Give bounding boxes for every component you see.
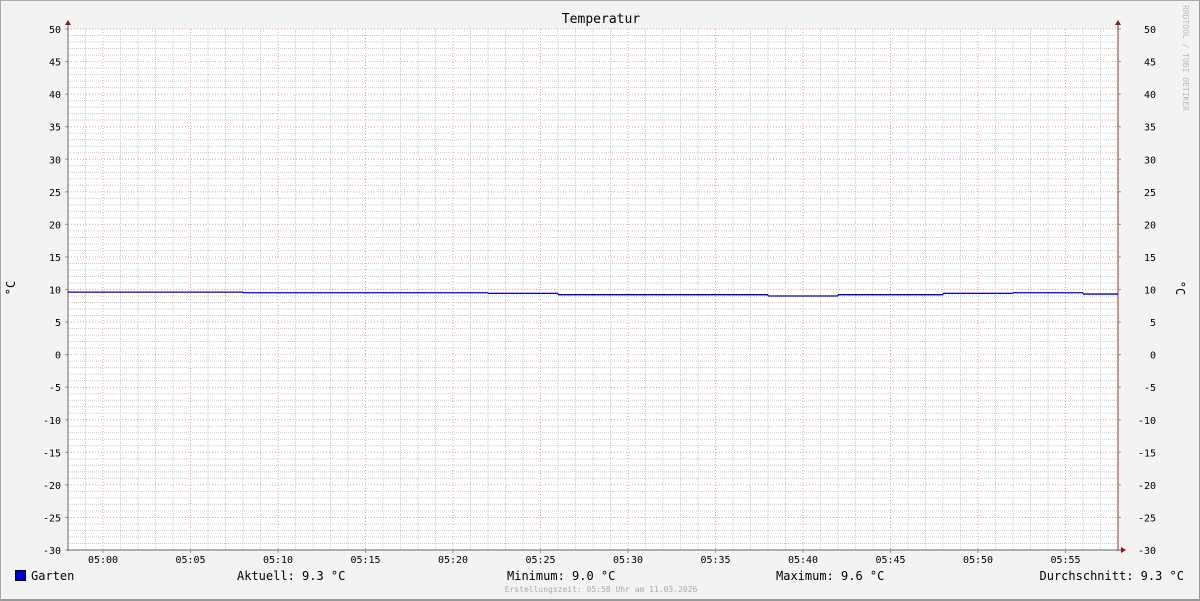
x-axis-arrow (1121, 547, 1126, 553)
y-tick-label-right: -10 (1138, 416, 1156, 427)
y-axis-label-left: °C (4, 280, 19, 296)
y-tick-label-right: 35 (1144, 123, 1156, 134)
y-tick-label-right: 50 (1144, 25, 1156, 36)
y-tick-label-left: 20 (49, 220, 61, 231)
y-tick-label-right: -15 (1138, 448, 1156, 459)
x-tick-label: 05:50 (963, 555, 993, 566)
x-tick-label: 05:35 (700, 555, 730, 566)
x-tick-label: 05:45 (875, 555, 905, 566)
y-tick-label-left: 15 (49, 253, 61, 264)
x-tick-label: 05:20 (438, 555, 468, 566)
legend-average: Durchschnitt: 9.3 °C (1039, 569, 1185, 583)
y-tick-label-left: -30 (43, 546, 61, 557)
y-tick-label-left: 10 (49, 286, 61, 297)
footer-timestamp: Erstellungszeit: 05:58 Uhr am 11.03.2026 (504, 585, 698, 594)
y-tick-label-left: 0 (55, 351, 61, 362)
y-tick-label-left: -20 (43, 481, 61, 492)
y-tick-label-right: 25 (1144, 188, 1156, 199)
y-axis-arrow-right (1115, 20, 1121, 25)
y-tick-label-left: 35 (49, 123, 61, 134)
y-tick-label-left: 40 (49, 90, 61, 101)
y-tick-label-right: 0 (1150, 351, 1156, 362)
x-tick-label: 05:25 (525, 555, 555, 566)
y-tick-label-left: 30 (49, 155, 61, 166)
y-tick-label-left: 25 (49, 188, 61, 199)
y-tick-label-left: 45 (49, 58, 61, 69)
y-axis-label-right: °C (1173, 280, 1188, 296)
y-axis-arrow-left (65, 20, 71, 25)
y-tick-label-right: -20 (1138, 481, 1156, 492)
y-tick-label-right: -5 (1144, 383, 1156, 394)
x-tick-label: 05:10 (263, 555, 293, 566)
legend-maximum: Maximum: 9.6 °C (776, 569, 885, 583)
y-tick-label-left: 50 (49, 25, 61, 36)
y-tick-label-right: 40 (1144, 90, 1156, 101)
watermark: RRDTOOL / TOBI OETIKER (1181, 5, 1190, 111)
legend-current: Aktuell: 9.3 °C (237, 569, 346, 583)
legend-series-name: Garten (31, 569, 75, 583)
x-tick-label: 05:30 (613, 555, 643, 566)
y-tick-label-left: -25 (43, 513, 61, 524)
x-tick-label: 05:40 (788, 555, 818, 566)
y-tick-label-right: 10 (1144, 286, 1156, 297)
x-tick-label: 05:55 (1050, 555, 1080, 566)
x-tick-label: 05:15 (350, 555, 380, 566)
y-tick-label-left: -15 (43, 448, 61, 459)
y-tick-label-right: 30 (1144, 155, 1156, 166)
y-tick-label-right: 20 (1144, 220, 1156, 231)
y-tick-label-right: -30 (1138, 546, 1156, 557)
y-tick-label-right: -25 (1138, 513, 1156, 524)
chart-title: Temperatur (561, 12, 641, 27)
y-tick-label-left: -10 (43, 416, 61, 427)
x-tick-label: 05:00 (88, 555, 118, 566)
y-tick-label-right: 45 (1144, 58, 1156, 69)
y-tick-label-left: 5 (55, 318, 61, 329)
legend-minimum: Minimum: 9.0 °C (507, 569, 616, 583)
y-tick-label-left: -5 (49, 383, 61, 394)
y-tick-label-right: 5 (1150, 318, 1156, 329)
x-tick-label: 05:05 (175, 555, 205, 566)
y-tick-label-right: 15 (1144, 253, 1156, 264)
legend-swatch-garten (15, 570, 26, 581)
